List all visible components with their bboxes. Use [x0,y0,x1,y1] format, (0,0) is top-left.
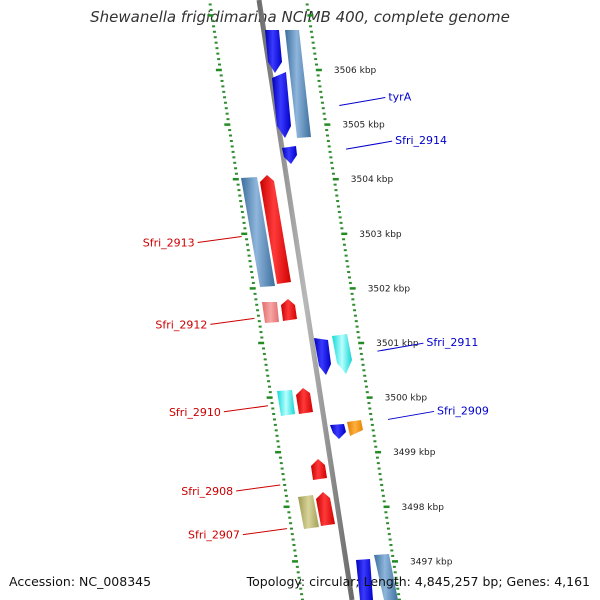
accession-text: Accession: NC_008345 [9,574,152,589]
forward-cds-arrow [314,338,331,375]
scale-tick-label: 3500 kbp [385,394,428,404]
feature-tracks [241,30,398,600]
forward-gene-bar [374,554,398,600]
reverse-cds-arrow [311,459,327,480]
gene-label-leader [236,484,281,492]
scale-tick-label: 3502 kbp [368,284,411,294]
gene-label[interactable]: Sfri_2913 [143,237,195,250]
gene-label-leader [223,405,268,413]
scale-tick-labels: 3506 kbp 3505 kbp 3504 kbp 3503 kbp 3502 kbp… [334,66,453,567]
scale-tick-label: 3499 kbp [393,448,436,458]
gene-label[interactable]: Sfri_2911 [426,336,478,349]
scale-tick-label: 3498 kbp [402,503,445,513]
reverse-cds-arrow [316,492,335,526]
gene-label[interactable]: Sfri_2909 [437,404,489,417]
gene-label[interactable]: Sfri_2914 [395,134,447,147]
gene-label-leader [346,140,393,150]
reverse-cds-arrow [260,175,291,284]
gene-label-leader [242,528,288,536]
gene-labels: tyrA Sfri_2914 Sfri_2911 Sfri_2909 Sfri_2913… [143,90,489,541]
gene-label[interactable]: Sfri_2910 [169,406,221,419]
reverse-gene-bar [277,390,295,416]
reverse-gene-bar [262,302,279,323]
genome-summary-text: Topology: circular; Length: 4,845,257 bp… [246,574,590,589]
forward-strand-tick-ring [305,3,401,600]
reverse-cds-arrow [296,388,313,414]
forward-gene-bar [347,420,363,436]
forward-cds-arrow [330,424,346,439]
scale-tick-label: 3504 kbp [351,175,394,185]
gene-label-leader [339,96,386,106]
scale-tick-label: 3497 kbp [410,557,453,567]
reverse-gene-bar [241,177,275,287]
forward-gene-bar [285,30,311,138]
scale-tick-label: 3503 kbp [359,230,402,240]
gene-label-leader [210,317,255,325]
gene-label[interactable]: Sfri_2908 [181,485,233,498]
reverse-strand-tick-ring [207,3,304,600]
forward-gene-bar [332,334,352,374]
gene-label[interactable]: tyrA [388,90,411,103]
forward-cds-arrow [356,559,373,600]
reverse-gene-bar [298,495,319,529]
forward-cds-arrow [272,72,291,138]
gene-label[interactable]: Sfri_2912 [155,318,207,331]
forward-cds-arrow [282,146,297,164]
scale-tick-label: 3501 kbp [376,339,419,349]
genome-title: Shewanella frigidimarina NCIMB 400, comp… [90,8,510,26]
gene-label-leader [197,236,242,244]
forward-cds-arrow [265,30,282,73]
reverse-cds-arrow [281,299,297,321]
gene-label-leader [387,410,435,420]
scale-tick-label: 3506 kbp [334,66,377,76]
scale-tick-label: 3505 kbp [342,121,385,131]
gene-label-leader [377,342,424,352]
gene-label[interactable]: Sfri_2907 [188,529,240,542]
